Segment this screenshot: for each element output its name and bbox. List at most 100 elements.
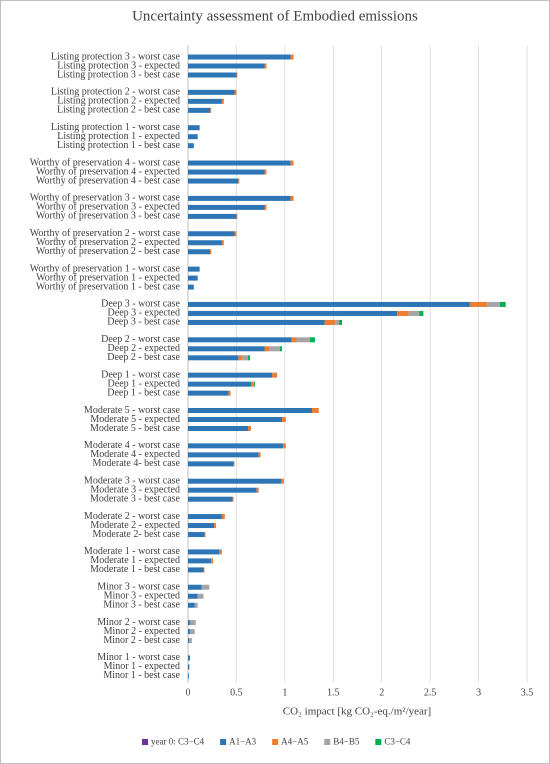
bar-segment	[250, 381, 254, 387]
bar-segment	[234, 231, 237, 237]
y-tick-label: Minor 2 - best case	[103, 635, 180, 646]
y-tick-label: Deep 1 - expected	[108, 378, 180, 389]
bar-segment	[188, 355, 239, 361]
bar-segment	[238, 178, 240, 184]
legend-label: C3−C4	[384, 737, 411, 747]
bar-segment	[188, 266, 200, 272]
bar-segment	[188, 54, 291, 60]
y-tick-label: Moderate 1 - best case	[90, 564, 181, 575]
bar-segment	[264, 169, 267, 175]
y-tick-label: Moderate 4 - worst case	[84, 440, 181, 451]
bar-segment	[335, 319, 340, 325]
y-tick-label: Listing protection 2 - worst case	[51, 87, 181, 98]
bar-segment	[188, 240, 222, 246]
y-tick-label: Worthy of preservation 3 - expected	[36, 202, 180, 213]
bar-segment	[188, 620, 190, 626]
bar-segment	[264, 63, 267, 69]
y-tick-label: Worthy of preservation 2 - expected	[36, 237, 180, 248]
x-axis-title: CO₂ impact [kg CO₂-eq./m²/year]	[283, 706, 431, 718]
bar-segment	[281, 417, 286, 422]
bar-segment	[264, 346, 270, 352]
y-tick-label: Worthy of preservation 4 - best case	[36, 175, 181, 186]
bar-segment	[197, 593, 204, 599]
bar-segment	[188, 125, 200, 131]
y-tick-label: Listing protection 3 - best case	[57, 69, 181, 80]
x-tick-label: 3	[476, 687, 481, 698]
bar-segment	[188, 372, 273, 378]
bar-segment	[194, 602, 198, 608]
bar-segment	[188, 584, 202, 590]
y-tick-label: Moderate 5 - worst case	[84, 405, 181, 416]
bar-segment	[221, 240, 224, 246]
bar-segment	[499, 301, 506, 307]
bar-segment	[188, 72, 237, 78]
y-tick-label: Minor 1 - expected	[104, 661, 180, 672]
x-tick-label: 0.5	[230, 687, 243, 698]
bar-segment	[188, 523, 215, 529]
bar-segment	[188, 487, 257, 493]
y-tick-label: Moderate 4- best case	[93, 458, 181, 469]
bar-segment	[188, 673, 189, 679]
y-tick-label: Deep 3 - expected	[108, 308, 180, 319]
bar-segment	[189, 620, 196, 626]
y-tick-label: Minor 1 - worst case	[97, 652, 180, 663]
y-tick-label: Listing protection 1 - worst case	[51, 122, 181, 133]
y-tick-label: Moderate 1 - expected	[90, 555, 180, 566]
bar-segment	[188, 567, 204, 573]
bar-segment	[310, 337, 315, 343]
bar-segment	[264, 204, 267, 210]
bar-segment	[188, 452, 259, 458]
bar-segment	[248, 426, 251, 431]
bar-segment	[188, 638, 192, 644]
bar-segment	[290, 160, 294, 166]
bar-segment	[228, 390, 231, 396]
bar-segment	[188, 426, 249, 431]
y-tick-label: Minor 3 - best case	[103, 600, 180, 611]
x-tick-label: 0	[186, 687, 191, 698]
y-tick-label: Moderate 4 - expected	[90, 449, 180, 460]
bar-segment	[188, 213, 237, 219]
bar-segment	[188, 337, 292, 343]
bar-segment	[188, 231, 235, 237]
bar-segment	[188, 134, 198, 140]
y-tick-label: Deep 2 - expected	[108, 343, 180, 354]
bar-segment	[242, 355, 249, 361]
bar-segment	[339, 319, 343, 325]
x-tick-label: 2.5	[424, 687, 437, 698]
bar-segment	[189, 629, 195, 635]
bar-segment	[188, 63, 265, 69]
y-tick-label: Listing protection 1 - expected	[57, 131, 180, 142]
y-tick-label: Deep 1 - worst case	[101, 369, 180, 380]
y-tick-label: Listing protection 2 - best case	[57, 105, 181, 116]
bar-segment	[188, 390, 229, 396]
bar-segment	[203, 567, 205, 573]
bar-segment	[188, 178, 239, 184]
bar-segment	[188, 593, 198, 599]
bar-segment	[188, 629, 190, 635]
y-tick-label: Deep 3 - best case	[107, 317, 180, 328]
y-tick-label: Deep 2 - best case	[107, 352, 180, 363]
bar-segment	[280, 346, 282, 352]
legend-label: A4−A5	[281, 737, 309, 747]
bar-segment	[188, 195, 291, 201]
bar-segment	[221, 98, 224, 104]
bar-segment	[201, 584, 210, 590]
legend-swatch	[142, 739, 148, 745]
y-tick-label: Moderate 3 - worst case	[84, 475, 181, 486]
bar-segment	[188, 98, 222, 104]
bar-segment	[211, 558, 214, 564]
bar-segment	[258, 452, 261, 458]
bar-segment	[291, 337, 297, 343]
x-tick-label: 2	[379, 687, 384, 698]
y-tick-label: Deep 3 - worst case	[101, 299, 180, 310]
bar-segment	[188, 381, 251, 387]
bar-segment	[218, 549, 222, 555]
bar-segment	[296, 337, 311, 343]
bar-segment	[188, 107, 211, 113]
bar-segment	[210, 107, 212, 113]
bar-segment	[236, 213, 238, 219]
bar-segment	[280, 478, 284, 484]
y-tick-label: Moderate 2- best case	[93, 529, 181, 540]
